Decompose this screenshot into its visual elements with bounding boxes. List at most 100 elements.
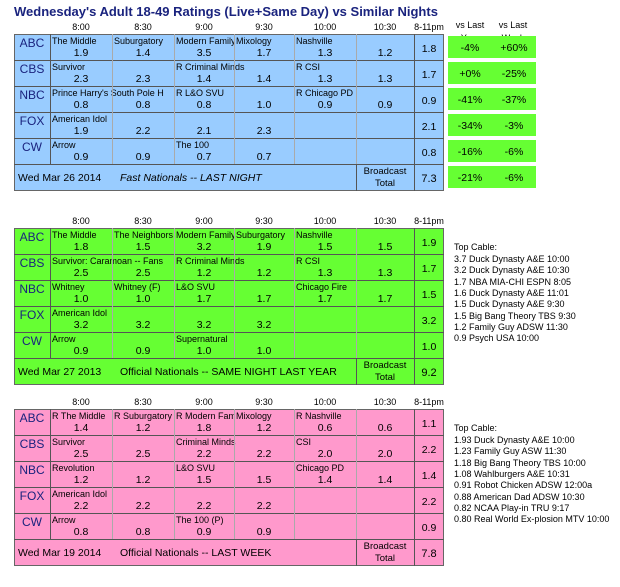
program-name: R The Middle [52, 411, 106, 421]
rating-value: 2.0 [377, 448, 393, 460]
footer-date: Wed Mar 27 2013 [18, 366, 102, 378]
vs-last-year-pct: -16% [457, 146, 483, 158]
program-name: Criminal Minds [176, 437, 236, 447]
rating-value: 1.7 [317, 293, 333, 305]
rating-value: 1.2 [256, 422, 272, 434]
col-divider [174, 34, 175, 164]
time-slot-header: 8:30 [134, 216, 152, 226]
rating-value: 1.3 [377, 267, 393, 279]
row-divider [14, 461, 444, 462]
rating-value: 3.2 [135, 319, 151, 331]
time-slot-header: 8:30 [134, 397, 152, 407]
time-slot-header: 10:00 [313, 22, 337, 32]
program-name: Survivor [52, 437, 86, 447]
time-slot-header: 8-11pm [414, 22, 444, 32]
rating-value: 2.5 [73, 267, 89, 279]
time-slot-header: 8:30 [134, 22, 152, 32]
time-slot-header: 9:30 [255, 216, 273, 226]
broadcast-total-label: Broadcast [363, 166, 407, 177]
rating-value: 3.2 [73, 319, 89, 331]
broadcast-total-label: Total [374, 372, 396, 383]
col-divider [234, 228, 235, 358]
rating-value: 1.0 [196, 345, 212, 357]
rating-value: 2.2 [196, 448, 212, 460]
row-divider [14, 254, 444, 255]
network-total: 0.9 [421, 95, 437, 107]
pct-bg [448, 88, 536, 110]
program-name: The 100 [176, 140, 210, 150]
time-slot-header: 8:00 [72, 22, 90, 32]
rating-value: 0.8 [73, 99, 89, 111]
top-cable-item: 1.93 Duck Dynasty A&E 10:00 [454, 435, 575, 445]
program-name: Mixology [236, 411, 272, 421]
top-cable-item: 1.2 Family Guy ADSW 11:30 [454, 321, 568, 332]
rating-value: 1.7 [256, 47, 272, 59]
row-divider [14, 112, 444, 113]
rating-value: 3.2 [196, 319, 212, 331]
time-slot-header: 9:00 [195, 397, 213, 407]
rating-value: 0.9 [377, 99, 393, 111]
col-divider [112, 34, 113, 164]
col-divider [294, 409, 295, 539]
footer-divider [356, 358, 357, 385]
network-label: ABC [19, 230, 45, 244]
network-total: 1.8 [421, 43, 437, 55]
broadcast-total-label: Broadcast [363, 541, 407, 552]
col-divider [234, 409, 235, 539]
rating-value: 1.3 [377, 73, 393, 85]
rating-value: 1.8 [196, 422, 212, 434]
network-label: CBS [19, 437, 45, 451]
col-divider [174, 228, 175, 358]
footer-description: Official Nationals -- LAST WEEK [120, 547, 272, 559]
rating-value: 0.6 [317, 422, 333, 434]
row-divider [14, 358, 444, 359]
row-divider [14, 306, 444, 307]
rating-value: 0.9 [196, 526, 212, 538]
time-slot-header: 10:30 [373, 397, 397, 407]
program-name: Chicago Fire [296, 282, 348, 292]
rating-value: 0.8 [196, 99, 212, 111]
rating-value: 0.8 [135, 526, 151, 538]
program-name: American Idol [52, 489, 108, 499]
top-cable-item: 1.18 Big Bang Theory TBS 10:00 [454, 457, 586, 468]
rating-value: 1.8 [73, 241, 89, 253]
vs-last-year-pct: +0% [459, 68, 481, 80]
rating-value: 1.9 [73, 125, 89, 137]
rating-value: 1.2 [256, 267, 272, 279]
network-label: NBC [19, 282, 45, 296]
rating-value: 1.4 [377, 474, 393, 486]
vs-last-year-header: vs Last [455, 20, 485, 30]
vs-last-week-header: vs Last [498, 20, 528, 30]
time-slot-header: 8:00 [72, 216, 90, 226]
pct-bg [448, 62, 536, 84]
col-divider [356, 228, 357, 358]
rating-value: 2.2 [196, 500, 212, 512]
rating-value: 1.0 [256, 345, 272, 357]
rating-value: 0.9 [256, 526, 272, 538]
network-label: FOX [19, 308, 45, 322]
top-cable-title: Top Cable: [454, 242, 498, 252]
rating-value: 2.5 [73, 448, 89, 460]
rating-value: 0.8 [135, 99, 151, 111]
rating-value: 1.5 [256, 474, 272, 486]
network-total: 1.1 [421, 418, 437, 430]
network-label: CW [22, 140, 42, 154]
rating-value: 2.2 [73, 500, 89, 512]
vs-last-week-pct: +60% [500, 42, 528, 54]
rating-value: 2.5 [135, 448, 151, 460]
rating-value: 0.9 [135, 151, 151, 163]
program-name: American Idol [52, 308, 108, 318]
rating-value: 0.9 [135, 345, 151, 357]
time-slot-header: 10:00 [313, 216, 337, 226]
top-cable-item: 0.82 NCAA Play-in TRU 9:17 [454, 502, 570, 513]
top-cable-item: 1.5 Big Bang Theory TBS 9:30 [454, 310, 576, 321]
program-name: The Neighbors [114, 230, 174, 240]
rating-value: 1.5 [317, 241, 333, 253]
program-name: Mixology [236, 36, 272, 46]
col-divider [50, 228, 51, 358]
top-cable-item: 3.2 Duck Dynasty A&E 10:30 [454, 265, 570, 276]
program-name: The 100 (P) [176, 515, 224, 525]
time-slot-header: 8:00 [72, 397, 90, 407]
vs-last-year-pct: -41% [457, 94, 483, 106]
row-divider [14, 487, 444, 488]
